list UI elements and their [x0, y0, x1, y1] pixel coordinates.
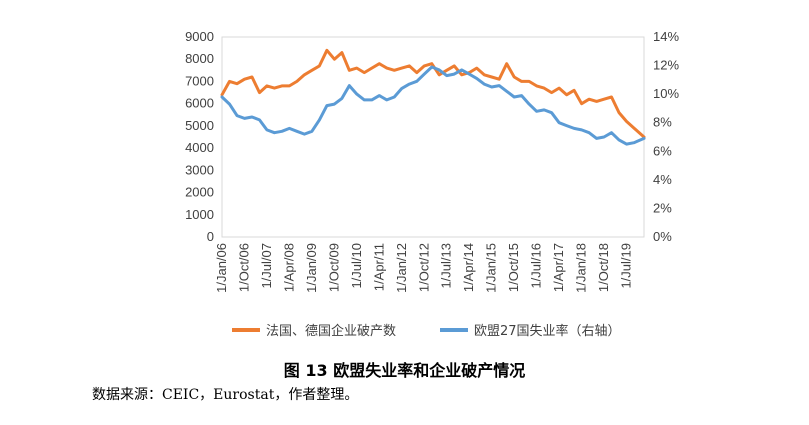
left-axis-tick-label: 8000 — [185, 51, 214, 66]
x-axis-tick-label: 1/Jul/10 — [349, 243, 364, 289]
legend-label-unemployment: 欧盟27国失业率（右轴） — [474, 323, 621, 339]
x-axis-tick-label: 1/Jul/19 — [619, 243, 634, 289]
right-axis-tick-label: 4% — [653, 172, 672, 187]
x-axis-tick-label: 1/Oct/09 — [326, 243, 341, 292]
chart-svg: 0 1000 2000 3000 4000 5000 6000 7000 8000 9000 0%… — [185, 29, 679, 339]
x-axis-tick-label: 1/Jul/16 — [529, 243, 544, 289]
left-axis-tick-label: 4000 — [185, 140, 214, 155]
series-line-bankruptcies — [220, 48, 646, 139]
right-axis-ticks: 0% 2% 4% 6% 8% 10% 12% 14% — [653, 29, 679, 244]
data-source-note: 数据来源：CEIC，Eurostat，作者整理。 — [92, 387, 359, 403]
x-axis-tick-label: 1/Jan/06 — [214, 243, 229, 293]
right-axis-tick-label: 6% — [653, 143, 672, 158]
x-axis-tick-label: 1/Jan/18 — [574, 243, 589, 293]
x-axis-tick-label: 1/Jul/07 — [259, 243, 274, 289]
right-axis-tick-label: 14% — [653, 29, 679, 44]
x-axis-tick-label: 1/Jan/09 — [304, 243, 319, 293]
x-axis-ticks: 1/Jan/06 1/Oct/06 1/Jul/07 1/Apr/08 1/Jan/09… — [214, 243, 634, 293]
left-axis-tick-label: 0 — [207, 229, 214, 244]
x-axis-tick-label: 1/Jul/13 — [439, 243, 454, 289]
legend: 法国、德国企业破产数 欧盟27国失业率（右轴） — [232, 323, 621, 339]
left-axis-tick-label: 2000 — [185, 185, 214, 200]
left-axis-tick-label: 7000 — [185, 73, 214, 88]
right-axis-tick-label: 10% — [653, 86, 679, 101]
right-axis-tick-label: 0% — [653, 229, 672, 244]
x-axis-tick-label: 1/Oct/18 — [596, 243, 611, 292]
left-axis-ticks: 0 1000 2000 3000 4000 5000 6000 7000 8000 9000 — [185, 29, 214, 244]
x-axis-tick-label: 1/Apr/14 — [461, 243, 476, 292]
x-axis-tick-label: 1/Apr/08 — [281, 243, 296, 292]
x-axis-tick-label: 1/Oct/06 — [236, 243, 251, 292]
left-axis-tick-label: 1000 — [185, 207, 214, 222]
x-axis-tick-label: 1/Jan/15 — [484, 243, 499, 293]
left-axis-tick-label: 6000 — [185, 96, 214, 111]
series-layer — [220, 48, 646, 146]
x-axis-tick-label: 1/Apr/11 — [371, 243, 386, 291]
x-axis-tick-label: 1/Apr/17 — [551, 243, 566, 292]
right-axis-tick-label: 8% — [653, 115, 672, 130]
left-axis-tick-label: 5000 — [185, 118, 214, 133]
figure-caption: 图 13 欧盟失业率和企业破产情况 — [283, 361, 526, 380]
left-axis-tick-label: 9000 — [185, 29, 214, 44]
right-axis-tick-label: 12% — [653, 58, 679, 73]
x-axis-tick-label: 1/Oct/12 — [416, 243, 431, 292]
right-axis-tick-label: 2% — [653, 200, 672, 215]
left-axis-tick-label: 3000 — [185, 162, 214, 177]
x-axis-tick-label: 1/Jan/12 — [394, 243, 409, 293]
legend-label-bankruptcies: 法国、德国企业破产数 — [266, 323, 396, 339]
series-line-unemployment — [220, 65, 646, 146]
x-axis-tick-label: 1/Oct/15 — [506, 243, 521, 292]
